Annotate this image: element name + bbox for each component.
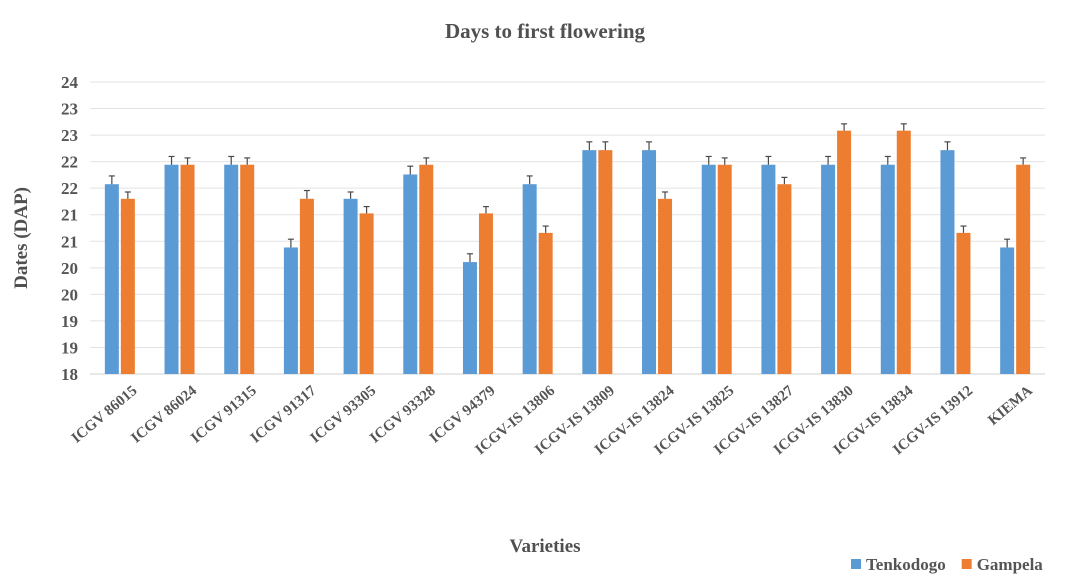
bar-layer xyxy=(104,123,1031,374)
bar-tenkodogo xyxy=(462,262,477,374)
bar-group xyxy=(761,155,792,374)
legend-label-tenkodogo: Tenkodogo xyxy=(866,555,946,574)
y-tick-label: 24 xyxy=(61,73,79,92)
bar-tenkodogo xyxy=(224,164,239,374)
legend-swatch-gampela xyxy=(961,559,972,569)
y-tick-label: 21 xyxy=(61,206,78,225)
bar-group xyxy=(343,191,374,374)
bar-group xyxy=(582,141,613,374)
bar-tenkodogo xyxy=(1000,247,1015,374)
bar-tenkodogo xyxy=(642,150,657,374)
bar-gampela xyxy=(1016,164,1031,374)
bar-group xyxy=(104,175,135,374)
x-axis-title: Varieties xyxy=(509,536,580,557)
bar-group xyxy=(1000,157,1031,374)
y-tick-label: 22 xyxy=(61,179,78,198)
bar-group xyxy=(880,123,911,374)
bar-group xyxy=(283,189,314,374)
y-tick-label: 20 xyxy=(61,285,78,304)
legend-swatch-tenkodogo xyxy=(851,559,861,569)
bar-gampela xyxy=(896,130,911,374)
chart-title: Days to first flowering xyxy=(445,19,646,43)
y-tick-label: 20 xyxy=(61,259,78,278)
bar-group xyxy=(642,141,673,374)
bar-group xyxy=(224,155,255,374)
bar-tenkodogo xyxy=(283,247,298,374)
bar-group xyxy=(403,157,434,374)
bar-gampela xyxy=(120,198,135,374)
y-tick-label: 23 xyxy=(61,126,78,145)
bar-tenkodogo xyxy=(522,184,537,374)
bar-gampela xyxy=(299,198,314,374)
y-tick-label: 21 xyxy=(61,232,78,251)
bar-gampela xyxy=(717,164,732,374)
bar-group xyxy=(821,123,852,374)
bar-tenkodogo xyxy=(104,184,119,374)
bar-gampela xyxy=(478,213,493,374)
bar-tenkodogo xyxy=(940,150,955,374)
legend-label-gampela: Gampela xyxy=(977,555,1044,574)
bar-gampela xyxy=(419,164,434,374)
bar-tenkodogo xyxy=(761,164,776,374)
y-tick-label: 19 xyxy=(61,312,78,331)
bar-group xyxy=(522,175,553,374)
legend: Tenkodogo Gampela xyxy=(851,555,1043,574)
bar-gampela xyxy=(837,130,852,374)
bar-gampela xyxy=(777,184,792,374)
bar-tenkodogo xyxy=(164,164,179,374)
bar-group xyxy=(164,155,195,374)
x-tick-label: KIEMA xyxy=(985,383,1036,429)
bar-tenkodogo xyxy=(403,174,418,374)
bar-gampela xyxy=(538,232,553,374)
y-tick-label: 22 xyxy=(61,153,78,172)
y-tick-label: 23 xyxy=(61,100,78,119)
bar-tenkodogo xyxy=(582,150,597,374)
bar-tenkodogo xyxy=(343,198,358,374)
bar-tenkodogo xyxy=(880,164,895,374)
y-tick-label: 18 xyxy=(61,365,78,384)
bar-group xyxy=(701,155,732,374)
bar-gampela xyxy=(359,213,374,374)
bar-gampela xyxy=(240,164,255,374)
bar-tenkodogo xyxy=(701,164,716,374)
bar-tenkodogo xyxy=(821,164,836,374)
bar-gampela xyxy=(598,150,613,374)
y-tick-label: 19 xyxy=(61,338,78,357)
bar-group xyxy=(462,205,493,374)
y-axis-title: Dates (DAP) xyxy=(11,187,32,289)
bar-group xyxy=(940,141,971,374)
y-axis-ticks: 18 19 19 20 20 21 21 22 22 23 23 24 xyxy=(61,73,79,384)
bar-gampela xyxy=(658,198,673,374)
bar-gampela xyxy=(180,164,195,374)
bar-gampela xyxy=(956,232,971,374)
